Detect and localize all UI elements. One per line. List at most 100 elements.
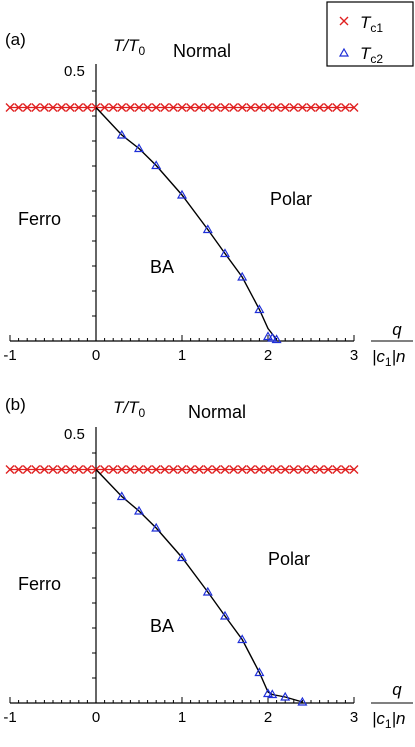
tc1-point (332, 465, 342, 474)
tc1-point (349, 103, 359, 112)
x-tick-label: 1 (178, 347, 186, 364)
legend-cross-marker (339, 16, 349, 26)
region-label-normal: Normal (173, 41, 231, 61)
tc1-point (211, 465, 221, 474)
x-axis-label-denominator: |c1|n (372, 347, 405, 369)
x-label-den-tail: |n (392, 347, 406, 366)
legend-label-tc1: Tc1 (360, 13, 383, 35)
tc1-point (349, 465, 359, 474)
x-axis-label-numerator: q (392, 680, 402, 699)
tc1-point (246, 465, 256, 474)
tc1-point (39, 103, 49, 112)
tc1-point (229, 465, 239, 474)
y-axis-label-sub: 0 (139, 406, 146, 420)
tc1-point (280, 465, 290, 474)
tc1-point (74, 465, 84, 474)
tc2-point (267, 332, 278, 342)
tc1-point (100, 465, 110, 474)
tc1-point (168, 465, 178, 474)
tc1-point (31, 103, 41, 112)
tc1-point (323, 465, 333, 474)
tc1-point (203, 465, 213, 474)
x-tick-label: 3 (350, 709, 358, 726)
x-label-den-main: |c (372, 709, 385, 728)
tc1-point (5, 103, 15, 112)
legend-marker-tc2 (338, 47, 350, 57)
tc1-point (108, 103, 118, 112)
tc1-point (5, 465, 15, 474)
y-tick-label: 0.5 (64, 426, 85, 443)
tc1-point (246, 103, 256, 112)
tc2-curve (95, 107, 278, 340)
tc1-point (297, 103, 307, 112)
tc1-point (82, 103, 92, 112)
tc1-point (263, 465, 273, 474)
tc1-point (306, 465, 316, 474)
x-label-den-sub: 1 (385, 717, 392, 731)
tc1-point (272, 103, 282, 112)
tc2-point (254, 667, 265, 677)
x-tick-label: 3 (350, 347, 358, 364)
x-axis-label-numerator: q (392, 320, 402, 339)
tc1-point (340, 103, 350, 112)
tc1-point (220, 465, 230, 474)
tc1-point (237, 465, 247, 474)
tc1-point (306, 103, 316, 112)
tc1-point (31, 465, 41, 474)
x-label-den-sub: 1 (385, 355, 392, 369)
tc2-point (116, 129, 127, 139)
tc1-point (57, 465, 67, 474)
tc1-point (134, 465, 144, 474)
tc2-point (280, 691, 291, 701)
tc2-point (133, 143, 145, 153)
region-label-ba: BA (150, 257, 174, 277)
tc1-point (74, 103, 84, 112)
region-label-polar: Polar (270, 189, 312, 209)
tc2-point (151, 160, 162, 170)
tc1-point (151, 465, 161, 474)
x-tick-label: 0 (92, 709, 100, 726)
tc2-point (271, 334, 282, 344)
tc1-point (57, 103, 67, 112)
tc1-point (272, 465, 282, 474)
x-tick-label: -1 (3, 347, 16, 364)
tc1-point (151, 103, 161, 112)
legend-marker-tc1 (339, 16, 349, 26)
tc2-point (176, 189, 188, 199)
tc1-point (48, 103, 58, 112)
tc2-point (262, 688, 274, 698)
tc1-point (108, 465, 118, 474)
tc1-point (177, 103, 187, 112)
tc1-point (315, 103, 325, 112)
tc2-point (219, 610, 231, 620)
tc1-point (203, 103, 213, 112)
tc2-point (254, 304, 265, 314)
tc2-point (176, 552, 188, 562)
tc1-point (117, 465, 127, 474)
tc1-point (194, 465, 204, 474)
tc1-point (117, 103, 127, 112)
y-axis-label-main: T/T (113, 36, 140, 55)
tc1-point (143, 465, 153, 474)
tc1-point (177, 465, 187, 474)
region-label-normal: Normal (188, 402, 246, 422)
legend: Tc1 Tc2 (326, 1, 414, 67)
region-label-ferro: Ferro (18, 209, 61, 229)
tc2-point (267, 689, 278, 699)
tc1-point (22, 465, 32, 474)
x-label-den-tail: |n (392, 709, 406, 728)
x-tick-label: 0 (92, 347, 100, 364)
tc1-point (82, 465, 92, 474)
legend-box (326, 1, 414, 67)
x-tick-label: -1 (3, 709, 16, 726)
tc1-point (340, 465, 350, 474)
tc1-point (297, 465, 307, 474)
panel-label: (a) (5, 30, 26, 49)
x-label-den-main: |c (372, 347, 385, 366)
x-axis-label-denominator: |c1|n (372, 709, 405, 731)
tc1-point (323, 103, 333, 112)
x-tick-label: 2 (264, 709, 272, 726)
legend-triangle-marker (338, 47, 350, 57)
tc1-point (39, 465, 49, 474)
